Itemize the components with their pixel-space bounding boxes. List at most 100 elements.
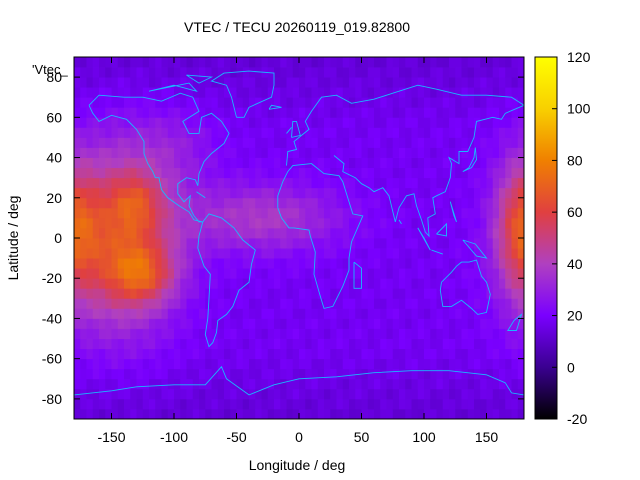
heatmap-cell — [405, 127, 412, 138]
heatmap-cell — [330, 388, 337, 400]
heatmap-cell — [86, 147, 94, 158]
heatmap-cell — [105, 117, 112, 128]
heatmap-cell — [261, 207, 269, 219]
heatmap-cell — [486, 187, 494, 199]
heatmap-cell — [399, 298, 406, 309]
heatmap-cell — [330, 87, 337, 98]
heatmap-cell — [292, 57, 300, 68]
heatmap-cell — [486, 258, 494, 269]
heatmap-cell — [324, 328, 331, 339]
heatmap-cell — [436, 227, 444, 239]
heatmap-cell — [405, 207, 412, 219]
heatmap-cell — [436, 388, 444, 400]
heatmap-cell — [474, 207, 481, 219]
heatmap-cell — [249, 288, 256, 299]
x-tick-label: -150 — [97, 429, 125, 445]
heatmap-cell — [274, 137, 281, 148]
heatmap-cell — [192, 137, 200, 148]
heatmap-cell — [430, 338, 437, 350]
heatmap-cell — [211, 127, 219, 138]
heatmap-cell — [336, 348, 344, 360]
heatmap-cell — [399, 358, 406, 370]
heatmap-cell — [149, 197, 156, 209]
heatmap-cell — [386, 157, 394, 169]
heatmap-cell — [411, 187, 419, 199]
heatmap-cell — [386, 308, 394, 319]
heatmap-cell — [417, 87, 425, 98]
heatmap-cell — [474, 278, 481, 289]
heatmap-cell — [192, 187, 200, 199]
heatmap-cell — [167, 167, 175, 179]
heatmap-cell — [242, 57, 250, 68]
heatmap-cell — [130, 167, 137, 179]
heatmap-cell — [305, 278, 312, 289]
heatmap-cell — [486, 278, 494, 289]
heatmap-cell — [255, 328, 262, 339]
heatmap-cell — [92, 107, 100, 118]
heatmap-cell — [436, 117, 444, 128]
heatmap-cell — [74, 87, 81, 98]
heatmap-cell — [342, 127, 350, 138]
heatmap-cell — [399, 408, 406, 420]
heatmap-cell — [217, 197, 225, 209]
heatmap-cell — [449, 378, 456, 390]
heatmap-cell — [111, 398, 119, 410]
heatmap-cell — [405, 217, 412, 229]
heatmap-cell — [436, 348, 444, 360]
heatmap-cell — [449, 408, 456, 420]
heatmap-cell — [299, 217, 306, 229]
heatmap-cell — [430, 408, 437, 420]
heatmap-cell — [242, 378, 250, 390]
heatmap-cell — [330, 368, 337, 380]
heatmap-cell — [205, 107, 212, 118]
heatmap-cell — [167, 177, 175, 189]
heatmap-cell — [399, 77, 406, 88]
heatmap-cell — [349, 137, 356, 148]
heatmap-cell — [305, 87, 312, 98]
heatmap-cell — [361, 318, 369, 329]
heatmap-cell — [236, 87, 244, 98]
heatmap-cell — [286, 338, 294, 350]
heatmap-cell — [361, 268, 369, 279]
heatmap-cell — [317, 238, 325, 249]
heatmap-cell — [342, 398, 350, 410]
heatmap-cell — [92, 77, 100, 88]
heatmap-cell — [74, 197, 81, 209]
heatmap-cell — [211, 248, 219, 259]
heatmap-cell — [311, 268, 319, 279]
heatmap-cell — [167, 358, 175, 370]
heatmap-cell — [192, 227, 200, 239]
heatmap-cell — [430, 278, 437, 289]
heatmap-cell — [411, 278, 419, 289]
heatmap-cell — [299, 328, 306, 339]
heatmap-cell — [174, 338, 181, 350]
heatmap-cell — [105, 398, 112, 410]
heatmap-cell — [86, 137, 94, 148]
heatmap-cell — [136, 87, 144, 98]
heatmap-cell — [430, 268, 437, 279]
heatmap-cell — [336, 97, 344, 108]
heatmap-cell — [167, 127, 175, 138]
heatmap-cell — [424, 157, 431, 169]
heatmap-cell — [386, 408, 394, 420]
heatmap-cell — [480, 207, 487, 219]
heatmap-cell — [224, 338, 231, 350]
heatmap-cell — [149, 97, 156, 108]
heatmap-cell — [474, 408, 481, 420]
heatmap-cell — [392, 187, 400, 199]
heatmap-cell — [317, 207, 325, 219]
heatmap-cell — [311, 77, 319, 88]
heatmap-cell — [130, 238, 137, 249]
heatmap-cell — [455, 398, 462, 410]
heatmap-cell — [474, 398, 481, 410]
heatmap-cell — [442, 137, 450, 148]
heatmap-cell — [80, 177, 87, 189]
heatmap-cell — [499, 388, 506, 400]
heatmap-cell — [336, 167, 344, 179]
heatmap-cell — [336, 57, 344, 68]
heatmap-cell — [224, 248, 231, 259]
heatmap-cell — [424, 107, 431, 118]
heatmap-cell — [430, 368, 437, 380]
heatmap-cell — [74, 398, 81, 410]
heatmap-cell — [342, 177, 350, 189]
